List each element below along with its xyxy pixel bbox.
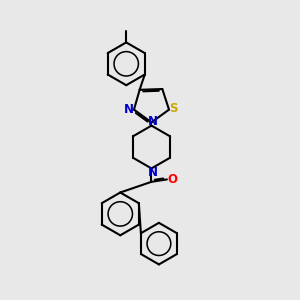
Text: N: N: [148, 166, 158, 179]
Text: N: N: [124, 103, 134, 116]
Text: O: O: [167, 173, 177, 186]
Text: N: N: [148, 115, 158, 128]
Text: S: S: [169, 102, 178, 115]
